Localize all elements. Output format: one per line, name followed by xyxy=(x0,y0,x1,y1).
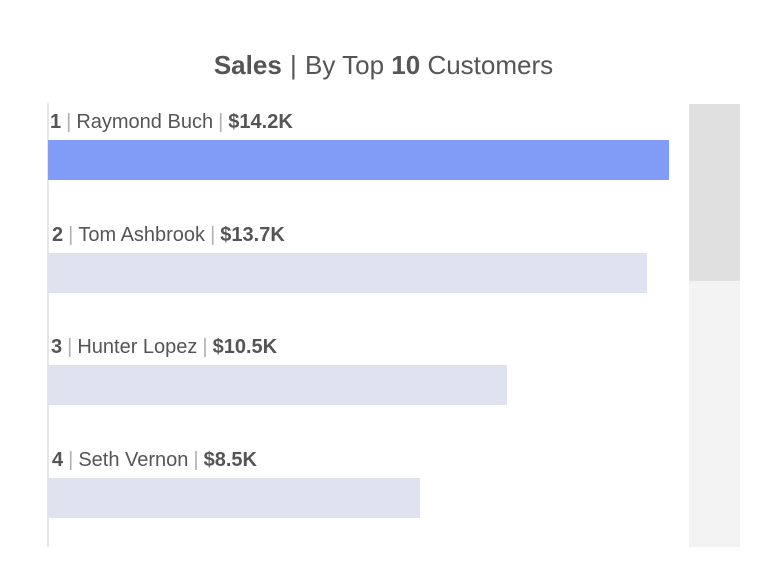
customer-name: Seth Vernon xyxy=(78,448,189,471)
label-separator: | xyxy=(68,448,74,471)
bar[interactable] xyxy=(48,365,507,405)
sales-value-label: $8.5K xyxy=(203,448,257,471)
bar-label: 2 | Tom Ashbrook | $13.7K xyxy=(52,223,285,247)
customer-name: Tom Ashbrook xyxy=(78,223,206,246)
bar[interactable] xyxy=(48,140,669,180)
title-count: 10 xyxy=(391,50,421,80)
title-separator: | xyxy=(290,50,297,80)
label-separator: | xyxy=(68,223,74,246)
title-metric: Sales xyxy=(213,50,282,80)
label-separator: | xyxy=(210,223,216,246)
bar-rank: 4 xyxy=(52,448,64,471)
y-axis-line xyxy=(47,103,49,547)
scrollbar-track[interactable] xyxy=(689,104,740,547)
customer-name: Raymond Buch xyxy=(76,111,214,133)
bar-rank: 3 xyxy=(51,336,63,358)
label-separator: | xyxy=(193,448,199,471)
bar-rank: 1 xyxy=(50,111,62,133)
label-separator: | xyxy=(67,336,73,358)
bar-label: 4 | Seth Vernon | $8.5K xyxy=(52,448,257,472)
customer-name: Hunter Lopez xyxy=(77,336,198,358)
bar[interactable] xyxy=(48,477,420,518)
sales-value-label: $10.5K xyxy=(212,336,278,358)
bar-label: 3 | Hunter Lopez | $10.5K xyxy=(51,335,277,359)
sales-value-label: $13.7K xyxy=(220,223,285,246)
label-separator: | xyxy=(218,111,224,133)
scrollbar-thumb[interactable] xyxy=(689,104,740,281)
label-separator: | xyxy=(66,111,72,133)
bar-label: 1 | Raymond Buch | $14.2K xyxy=(50,110,293,134)
title-prefix: By Top xyxy=(305,50,385,80)
sales-value-label: $14.2K xyxy=(228,111,293,133)
bar-rank: 2 xyxy=(52,223,64,246)
chart-title: Sales | By Top 10 Customers xyxy=(0,50,767,81)
bar[interactable] xyxy=(48,252,647,293)
title-suffix: Customers xyxy=(427,50,554,80)
label-separator: | xyxy=(202,336,208,358)
